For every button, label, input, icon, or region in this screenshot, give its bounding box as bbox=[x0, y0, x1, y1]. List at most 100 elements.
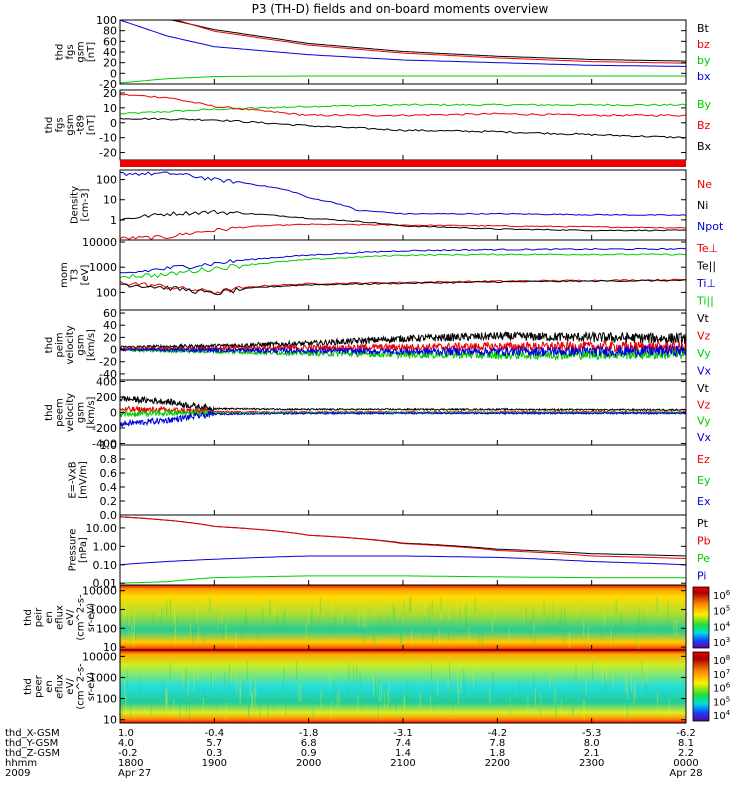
heatmap-streak bbox=[374, 633, 376, 650]
heatmap-image bbox=[120, 585, 686, 650]
heatmap-streak bbox=[440, 597, 442, 614]
legend-label-Bz: Bz bbox=[697, 119, 711, 132]
y-axis-label: eV/ bbox=[65, 678, 76, 695]
series-line-Pe bbox=[120, 575, 686, 584]
heatmap-streak bbox=[583, 701, 585, 721]
heatmap-streak bbox=[508, 628, 510, 645]
heatmap-streak bbox=[494, 601, 496, 619]
heatmap-streak bbox=[245, 605, 247, 623]
heatmap-streak bbox=[410, 595, 412, 612]
heatmap-streak bbox=[540, 693, 542, 712]
series-line-bz bbox=[120, 20, 686, 64]
x-axis-value: 5.7 bbox=[206, 738, 222, 749]
series-line-bx bbox=[120, 20, 686, 67]
series-line-Ne bbox=[120, 223, 686, 240]
heatmap-streak bbox=[152, 610, 154, 627]
heatmap-streak bbox=[126, 669, 128, 689]
heatmap-streak bbox=[430, 695, 432, 714]
series-line-Te|| bbox=[120, 279, 686, 296]
heatmap-streak bbox=[276, 616, 278, 633]
heatmap-streak bbox=[673, 619, 675, 636]
heatmap-streak bbox=[336, 693, 338, 713]
legend-label-Ne: Ne bbox=[697, 178, 712, 191]
y-axis-label: (cm^2-s- bbox=[76, 594, 87, 641]
heatmap-streak bbox=[530, 622, 532, 639]
heatmap-streak bbox=[204, 688, 206, 707]
y-axis-label: [km/s] bbox=[86, 396, 97, 428]
heatmap-streak bbox=[647, 598, 649, 616]
heatmap-streak bbox=[282, 680, 284, 699]
series-line-Vz bbox=[120, 339, 686, 354]
y-axis-label: eflux bbox=[55, 605, 66, 630]
heatmap-streak bbox=[338, 689, 340, 708]
y-tick-label: 60 bbox=[103, 307, 117, 320]
heatmap-streak bbox=[161, 681, 163, 700]
x-axis-value: 0000 bbox=[673, 758, 698, 769]
heatmap-streak bbox=[125, 694, 127, 713]
heatmap-streak bbox=[197, 626, 199, 643]
y-tick-label: 0.10 bbox=[93, 559, 118, 572]
series-line-Npot bbox=[120, 171, 686, 216]
heatmap-streak bbox=[489, 685, 491, 704]
heatmap-streak bbox=[392, 602, 394, 620]
series-line-Vx bbox=[120, 343, 686, 359]
x-axis-value: 1.0 bbox=[118, 728, 134, 739]
heatmap-streak bbox=[656, 595, 658, 612]
heatmap-streak bbox=[463, 668, 465, 687]
heatmap-streak bbox=[254, 687, 256, 706]
y-tick-label: -20 bbox=[99, 78, 117, 91]
heatmap-streak bbox=[527, 696, 529, 715]
y-tick-label: 1 bbox=[110, 214, 117, 227]
heatmap-streak bbox=[246, 662, 248, 681]
legend-label-Ti⊥: Ti⊥ bbox=[696, 277, 716, 290]
legend-label-by: by bbox=[697, 54, 711, 67]
heatmap-streak bbox=[352, 666, 354, 685]
y-tick-label: 1000 bbox=[89, 603, 117, 616]
y-axis-label: mom bbox=[59, 262, 70, 288]
legend-label-Ex: Ex bbox=[697, 495, 711, 508]
y-tick-label: 0.0 bbox=[100, 509, 118, 522]
heatmap-streak bbox=[575, 663, 577, 682]
panel-density: 100 10 1 Density [cm-3] Ne Ni Npot bbox=[70, 169, 724, 241]
colorbar-tick-label: 103 bbox=[713, 636, 730, 649]
y-axis-label: peir bbox=[34, 607, 45, 627]
heatmap-streak bbox=[525, 607, 527, 624]
legend-label-Npot: Npot bbox=[697, 220, 724, 233]
heatmap-streak bbox=[543, 601, 545, 618]
heatmap-streak bbox=[211, 671, 213, 690]
heatmap-streak bbox=[341, 608, 343, 625]
series-line-Ni bbox=[120, 209, 686, 232]
x-axis-value: 1900 bbox=[202, 758, 227, 769]
heatmap-streak bbox=[472, 669, 474, 688]
heatmap-streak bbox=[192, 630, 194, 647]
heatmap-streak bbox=[533, 630, 535, 647]
y-tick-label: 100 bbox=[96, 174, 117, 187]
x-axis-value: 0.3 bbox=[206, 748, 222, 759]
y-axis-label: -t89 bbox=[76, 115, 87, 135]
heatmap-streak bbox=[631, 673, 633, 692]
heatmap-streak bbox=[375, 684, 377, 704]
y-axis-label: en bbox=[44, 680, 55, 693]
y-axis-label: thd bbox=[23, 678, 34, 695]
heatmap-streak bbox=[217, 614, 219, 631]
x-row-label: thd_X-GSM bbox=[5, 728, 60, 739]
y-axis-label: gsm bbox=[65, 114, 76, 135]
heatmap-streak bbox=[667, 618, 669, 635]
heatmap-streak bbox=[128, 609, 130, 627]
heatmap-streak bbox=[188, 704, 190, 723]
series-line-Ti|| bbox=[120, 253, 686, 279]
heatmap-streak bbox=[165, 688, 167, 707]
heatmap-streak bbox=[257, 625, 259, 642]
panel-peem-velocity: 400 200 0 -200 -400 thd peem velocity gsm [km/s] V… bbox=[44, 376, 712, 451]
heatmap-streak bbox=[428, 605, 430, 622]
panel-content bbox=[120, 516, 686, 584]
heatmap-streak bbox=[187, 677, 189, 696]
heatmap-streak bbox=[227, 611, 229, 629]
heatmap-streak bbox=[389, 689, 391, 709]
heatmap-streak bbox=[166, 693, 168, 712]
heatmap-streak bbox=[500, 595, 502, 612]
heatmap-streak bbox=[225, 702, 227, 721]
heatmap-streak bbox=[310, 615, 312, 632]
heatmap-streak bbox=[612, 626, 614, 643]
heatmap-streak bbox=[348, 663, 350, 682]
